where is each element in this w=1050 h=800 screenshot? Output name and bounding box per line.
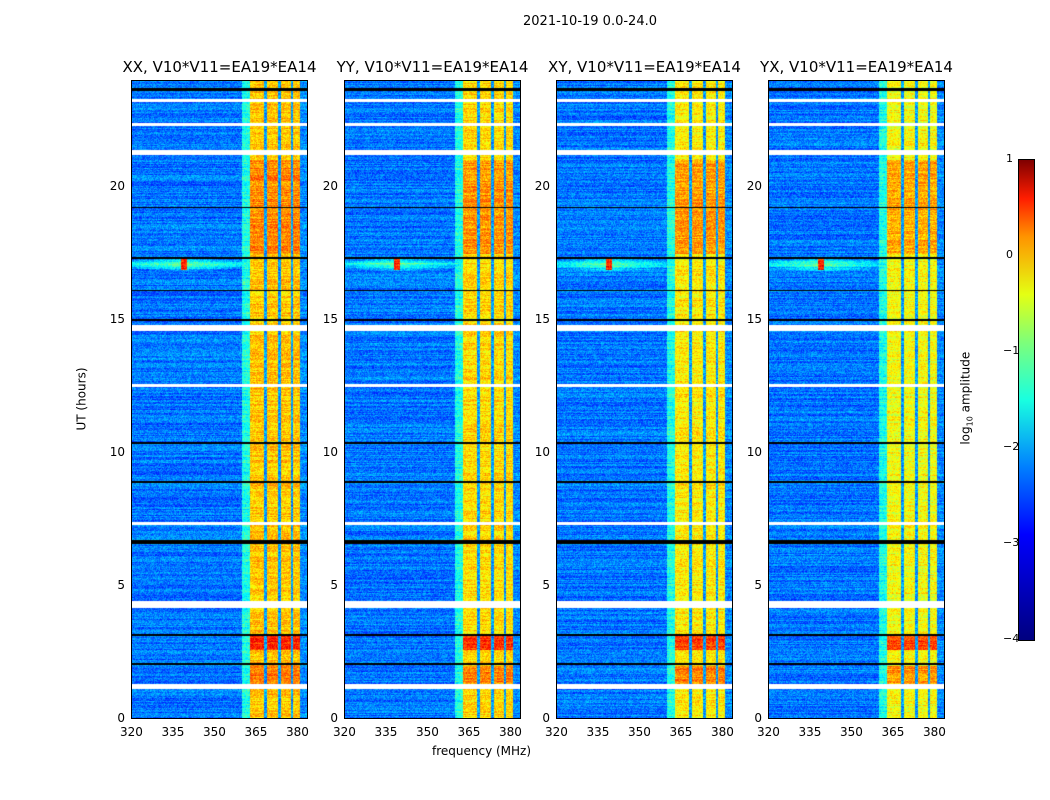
panel-title: XY, V10*V11=EA19*EA14: [548, 58, 741, 76]
x-tick-label: 320: [545, 725, 568, 739]
x-tick-label: 380: [710, 725, 734, 739]
heatmap-image: [344, 80, 521, 719]
y-tick-label: 20: [322, 178, 338, 193]
panel-title: YY, V10*V11=EA19*EA14: [336, 58, 529, 76]
x-axis-label: frequency (MHz): [432, 744, 532, 758]
axes-frame: [768, 80, 945, 719]
x-tick-label: 320: [757, 725, 780, 739]
panel-title: YX, V10*V11=EA19*EA14: [760, 58, 953, 76]
y-tick-label: 20: [534, 178, 550, 193]
x-tick-label: 380: [285, 725, 309, 739]
x-tick-label: 365: [457, 725, 481, 739]
x-tick-label: 335: [161, 725, 185, 739]
y-tick-label: 20: [109, 178, 125, 193]
axes-frame: [344, 80, 521, 719]
axes-frame: [131, 80, 308, 719]
x-tick-label: 335: [798, 725, 822, 739]
x-tick-label: 320: [120, 725, 143, 739]
x-tick-label: 365: [881, 725, 905, 739]
x-tick-label: 335: [586, 725, 610, 739]
y-tick-label: 15: [322, 311, 338, 326]
y-tick-label: 10: [322, 444, 338, 459]
heatmap-image: [768, 80, 945, 719]
colorbar-label: log10 amplitude: [958, 351, 975, 445]
y-tick-label: 10: [746, 444, 762, 459]
heatmap-image: [556, 80, 733, 719]
y-axis-label: UT (hours): [74, 367, 89, 431]
spectrogram-panel-yx: YX, V10*V11=EA19*EA14: [760, 58, 953, 719]
colorbar-tick-label: −2: [1003, 440, 1020, 453]
y-tick-label: 0: [542, 711, 550, 725]
x-tick-label: 380: [498, 725, 522, 739]
colorbar-tick-label: −3: [1003, 536, 1020, 549]
x-tick-label: 365: [244, 725, 268, 739]
heatmap-image: [131, 80, 308, 719]
y-tick-label: 5: [330, 577, 338, 592]
x-tick-label: 350: [202, 725, 226, 739]
y-tick-label: 15: [109, 311, 125, 326]
colorbar: [1018, 159, 1035, 641]
y-tick-label: 10: [534, 444, 550, 459]
y-tick-label: 5: [117, 577, 125, 592]
y-tick-label: 0: [330, 711, 338, 725]
y-tick-label: 0: [117, 711, 125, 725]
x-tick-label: 350: [415, 725, 439, 739]
colorbar-tick-label: −4: [1003, 632, 1020, 645]
y-tick-label: 20: [746, 178, 762, 193]
y-tick-label: 15: [746, 311, 762, 326]
y-tick-label: 0: [754, 711, 762, 725]
y-tick-label: 5: [754, 577, 762, 592]
y-tick-label: 5: [542, 577, 550, 592]
figure-title: 2021-10-19 0.0-24.0: [523, 14, 657, 29]
x-tick-label: 365: [669, 725, 693, 739]
colorbar-tick-label: 0: [1006, 248, 1013, 261]
y-tick-label: 10: [109, 444, 125, 459]
x-tick-label: 320: [333, 725, 356, 739]
y-tick-label: 15: [534, 311, 550, 326]
spectrogram-panel-xy: XY, V10*V11=EA19*EA14: [548, 58, 741, 719]
colorbar-tick-label: −1: [1003, 344, 1020, 357]
x-tick-label: 335: [374, 725, 398, 739]
axes-frame: [556, 80, 733, 719]
panel-title: XX, V10*V11=EA19*EA14: [122, 58, 317, 76]
x-tick-label: 350: [627, 725, 651, 739]
x-tick-label: 350: [839, 725, 863, 739]
x-tick-label: 380: [922, 725, 946, 739]
spectrogram-panel-xx: XX, V10*V11=EA19*EA14: [122, 58, 317, 719]
colorbar-tick-label: 1: [1006, 152, 1013, 165]
spectrogram-panel-yy: YY, V10*V11=EA19*EA14: [337, 58, 528, 719]
